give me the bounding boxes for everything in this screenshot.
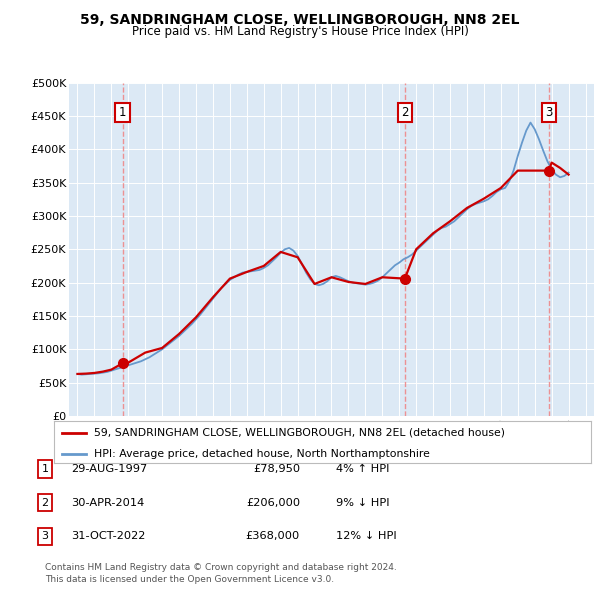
Text: 29-AUG-1997: 29-AUG-1997 [71, 464, 147, 474]
Text: 4% ↑ HPI: 4% ↑ HPI [336, 464, 389, 474]
Text: £206,000: £206,000 [246, 498, 300, 507]
Text: 12% ↓ HPI: 12% ↓ HPI [336, 532, 397, 541]
Text: 2: 2 [401, 106, 409, 119]
Text: 30-APR-2014: 30-APR-2014 [71, 498, 144, 507]
Text: £78,950: £78,950 [253, 464, 300, 474]
Text: 31-OCT-2022: 31-OCT-2022 [71, 532, 145, 541]
Text: 1: 1 [41, 464, 49, 474]
Text: 59, SANDRINGHAM CLOSE, WELLINGBOROUGH, NN8 2EL (detached house): 59, SANDRINGHAM CLOSE, WELLINGBOROUGH, N… [94, 428, 505, 438]
Text: 1: 1 [119, 106, 126, 119]
Text: 2: 2 [41, 498, 49, 507]
Text: 3: 3 [41, 532, 49, 541]
Text: HPI: Average price, detached house, North Northamptonshire: HPI: Average price, detached house, Nort… [94, 449, 430, 459]
Text: Contains HM Land Registry data © Crown copyright and database right 2024.: Contains HM Land Registry data © Crown c… [45, 563, 397, 572]
Text: Price paid vs. HM Land Registry's House Price Index (HPI): Price paid vs. HM Land Registry's House … [131, 25, 469, 38]
Text: £368,000: £368,000 [246, 532, 300, 541]
Text: 9% ↓ HPI: 9% ↓ HPI [336, 498, 389, 507]
Text: 3: 3 [545, 106, 553, 119]
Text: 59, SANDRINGHAM CLOSE, WELLINGBOROUGH, NN8 2EL: 59, SANDRINGHAM CLOSE, WELLINGBOROUGH, N… [80, 13, 520, 27]
Text: This data is licensed under the Open Government Licence v3.0.: This data is licensed under the Open Gov… [45, 575, 334, 584]
